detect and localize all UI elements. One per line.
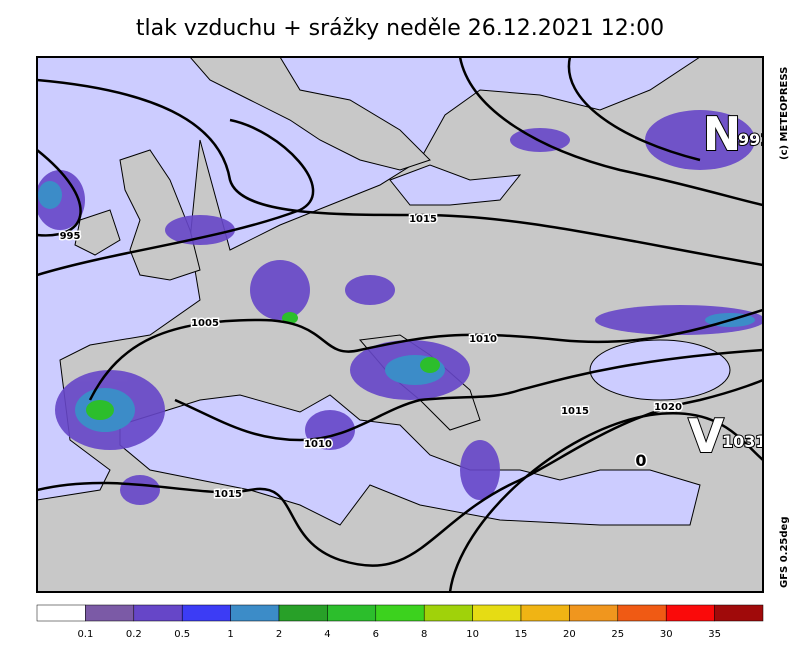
legend-swatch	[181, 604, 231, 622]
legend-label: 30	[660, 629, 673, 640]
legend-swatch	[569, 604, 619, 622]
legend-label: 4	[324, 629, 330, 640]
isobar-label: 1015	[561, 406, 589, 417]
isobar-labels: 1015 1005 1010 1010 1015 1020 1015 995 0	[58, 213, 684, 502]
legend-label: 10	[466, 629, 479, 640]
legend-swatch	[665, 604, 715, 622]
legend: 0.1 0.2 0.5 1 2 4 6 8 10 15 20 25 30 35	[36, 604, 764, 640]
legend-swatch	[714, 604, 764, 622]
legend-swatch	[375, 604, 425, 622]
legend-label: 15	[515, 629, 528, 640]
isobar-label-group: 1020	[653, 401, 684, 415]
title: tlak vzduchu + srážky neděle 26.12.2021 …	[136, 16, 664, 41]
isobar-label-group: 1010	[303, 438, 334, 452]
center-letter: V	[688, 409, 724, 463]
isobar-label-group: 1015	[560, 405, 591, 419]
legend-label: 6	[373, 629, 379, 640]
isobar-label: 1010	[304, 439, 332, 450]
legend-swatch	[85, 604, 135, 622]
isobar-label-group: 0	[634, 450, 648, 472]
black-sea	[589, 339, 731, 401]
isobar-label: 1015	[409, 214, 437, 225]
isobar-label-group: 1010	[468, 333, 499, 347]
legend-swatch	[520, 604, 570, 622]
isobar-label: 995	[60, 231, 81, 242]
legend-label: 8	[421, 629, 427, 640]
legend-swatch	[36, 604, 86, 622]
scandinavia	[189, 57, 431, 171]
legend-swatch	[472, 604, 522, 622]
mediterranean	[119, 394, 701, 526]
baltic-sea	[389, 164, 522, 206]
isobar-label-group: 995	[58, 230, 82, 244]
british-isles	[74, 149, 201, 281]
legend-swatch	[278, 604, 328, 622]
isobar-label: 1015	[214, 489, 242, 500]
legend-swatch	[617, 604, 667, 622]
isobar-label: 1010	[469, 334, 497, 345]
legend-swatch	[327, 604, 377, 622]
isobar-label-group: 1015	[213, 488, 244, 502]
legend-label: 1	[227, 629, 233, 640]
legend-label: 20	[563, 629, 576, 640]
legend-swatch	[230, 604, 280, 622]
legend-swatch	[423, 604, 473, 622]
isobar-label: 1005	[191, 318, 219, 329]
legend-label: 0.1	[77, 629, 93, 640]
north-atlantic	[37, 57, 150, 110]
legend-swatch	[133, 604, 183, 622]
center-letter: N	[703, 107, 742, 161]
center-pressure: 991	[738, 130, 771, 149]
isobar-label: 0	[635, 451, 646, 470]
isobars	[37, 57, 763, 592]
copyright: (c) METEOPRESS	[779, 67, 790, 160]
legend-label: 0.5	[174, 629, 190, 640]
isobar-label: 1020	[654, 402, 682, 413]
precipitation-heavy	[86, 312, 440, 420]
center-pressure: 1031	[722, 432, 767, 451]
isobar-label-group: 1015	[408, 213, 439, 227]
legend-label: 25	[611, 629, 624, 640]
legend-label: 2	[276, 629, 282, 640]
legend-label: 0.2	[126, 629, 142, 640]
isobar-label-group: 1005	[190, 317, 221, 331]
legend-label: 35	[708, 629, 721, 640]
model-label: GFS 0.25deg	[779, 517, 790, 589]
map-frame	[36, 56, 764, 593]
